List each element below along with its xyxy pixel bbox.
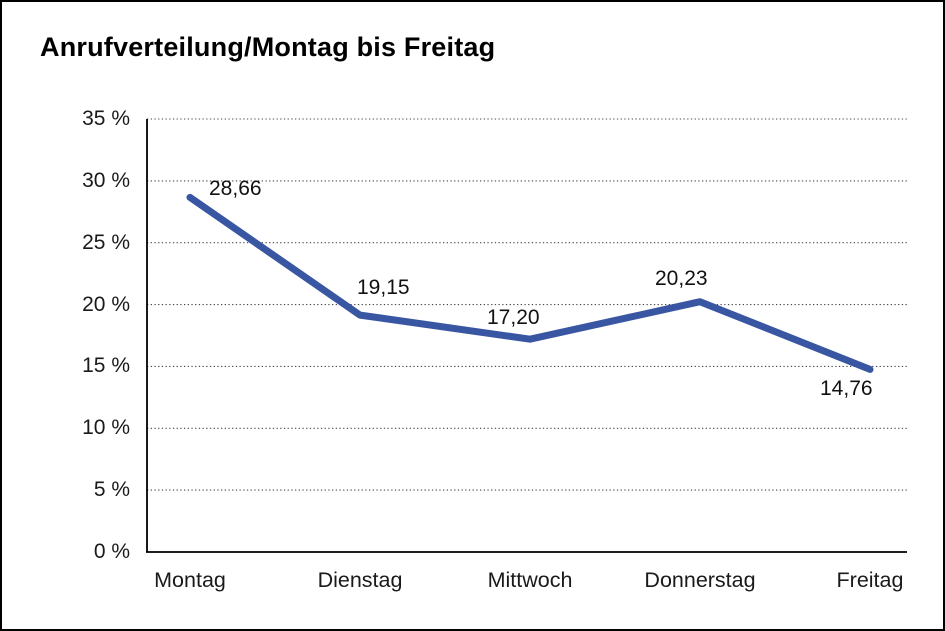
y-tick-label-30: 30 %: [82, 168, 130, 192]
x-tick-label-mittwoch: Mittwoch: [487, 568, 573, 592]
y-tick-label-15: 15 %: [82, 354, 130, 378]
x-tick-label-donnerstag: Donnerstag: [644, 568, 756, 592]
y-tick-label-35: 35 %: [82, 107, 130, 130]
point-label-mittwoch: 17,20: [487, 306, 540, 330]
y-tick-label-25: 25 %: [82, 230, 130, 254]
point-label-dienstag: 19,15: [357, 276, 410, 300]
y-tick-label-20: 20 %: [82, 292, 130, 316]
x-tick-label-dienstag: Dienstag: [317, 568, 403, 592]
y-tick-label-5: 5 %: [93, 478, 130, 502]
y-tick-label-0: 0 %: [93, 540, 130, 563]
x-tick-label-montag: Montag: [154, 568, 226, 592]
point-label-donnerstag: 20,23: [655, 266, 708, 290]
series-line: [186, 193, 874, 373]
point-label-freitag: 14,76: [820, 377, 873, 401]
x-tick-label-freitag: Freitag: [836, 568, 904, 592]
y-tick-label-10: 10 %: [82, 416, 130, 440]
point-label-montag: 28,66: [209, 177, 262, 201]
chart-title: Anrufverteilung/Montag bis Freitag: [40, 32, 496, 62]
